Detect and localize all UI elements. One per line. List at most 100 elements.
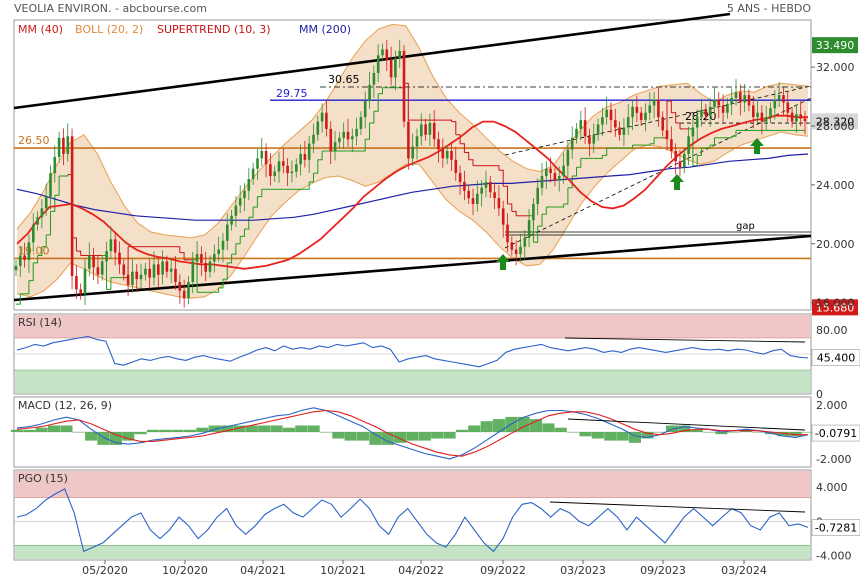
- candle-body: [96, 267, 100, 275]
- axes: 32.000 28.000 24.000 20.000 16.000 05/2020 10/…: [82, 61, 854, 577]
- candle-body: [678, 161, 682, 168]
- candle-body: [221, 240, 225, 250]
- supertrend-segment: [365, 123, 370, 140]
- candle-body: [122, 264, 126, 275]
- candle-body: [549, 168, 552, 174]
- macd-histogram-bar: [653, 432, 666, 433]
- macd-histogram-bar: [134, 432, 147, 435]
- candle-body: [342, 131, 345, 138]
- overbought-zone: [15, 315, 810, 338]
- macd-histogram-bar: [258, 425, 271, 432]
- candle-body: [372, 73, 376, 85]
- candle-body: [609, 109, 613, 121]
- x-tick-label: 04/2022: [398, 564, 444, 577]
- candle-body: [415, 136, 419, 147]
- candle-body: [683, 154, 686, 168]
- candle-body: [592, 134, 596, 144]
- panel-y-tick-label: 80.00: [816, 324, 848, 337]
- macd-histogram-bar: [122, 432, 135, 441]
- macd-histogram-bar: [567, 432, 580, 433]
- candle-body: [204, 262, 207, 272]
- candle-body: [756, 112, 759, 118]
- candle-body: [687, 136, 690, 154]
- macd-histogram-bar: [282, 427, 295, 432]
- candle-body: [432, 123, 436, 140]
- rsi-line: [16, 335, 809, 368]
- macd-histogram-bar: [554, 427, 567, 432]
- macd-histogram-bar: [801, 432, 814, 433]
- supertrend-segment: [507, 203, 513, 212]
- candle-body: [157, 264, 160, 275]
- candle-body: [376, 55, 380, 73]
- candle-body: [639, 112, 643, 121]
- supertrend-segment: [33, 255, 39, 264]
- candle-body: [333, 142, 337, 151]
- candle-body: [329, 128, 333, 151]
- candle-body: [187, 282, 190, 299]
- candle-body: [519, 246, 522, 255]
- candle-body: [19, 255, 22, 266]
- candle-body: [251, 168, 255, 179]
- panel-y-tick-label: 0: [816, 388, 823, 401]
- candle-body: [131, 271, 134, 285]
- candle-body: [536, 187, 539, 204]
- candle-body: [226, 224, 229, 241]
- candle-body: [700, 109, 703, 118]
- candle-body: [501, 208, 505, 225]
- candle-body: [113, 239, 117, 253]
- supertrend-segment: [404, 82, 409, 121]
- level-label-1: 29.75: [276, 87, 308, 100]
- macd-histogram-bar: [591, 432, 604, 439]
- candle-body: [269, 164, 272, 177]
- level-label-3: 30.65: [328, 73, 360, 86]
- candle-body: [506, 224, 509, 243]
- candle-body: [14, 265, 18, 271]
- candle-body: [618, 127, 621, 135]
- candle-body: [338, 137, 341, 143]
- supertrend-segment: [378, 87, 383, 95]
- macd-histogram-bar: [233, 425, 246, 432]
- candle-body: [428, 123, 432, 135]
- candle-body: [325, 112, 328, 129]
- candle-body: [566, 149, 570, 166]
- candle-body: [238, 198, 242, 206]
- candle-body: [695, 117, 699, 128]
- macd-histogram-bar: [492, 419, 505, 432]
- candle-body: [363, 101, 367, 118]
- supertrend-segment: [257, 189, 263, 198]
- supertrend-segment: [533, 226, 539, 243]
- candle-body: [135, 271, 138, 280]
- macd-histogram-bar: [542, 423, 555, 432]
- supertrend-segment: [628, 145, 633, 149]
- macd-histogram-bar: [10, 429, 23, 432]
- candle-body: [480, 187, 483, 194]
- supertrend-segment: [309, 173, 314, 183]
- supertrend-segment: [468, 159, 474, 166]
- macd-histogram-bar: [159, 429, 172, 432]
- candle-body: [769, 108, 772, 118]
- candle-body: [626, 117, 630, 128]
- candle-body: [510, 242, 514, 250]
- macd-histogram-bar: [196, 427, 209, 432]
- supertrend-segment: [675, 122, 681, 129]
- candle-body: [79, 289, 82, 294]
- macd-histogram-bar: [146, 429, 159, 432]
- supertrend-segment: [253, 196, 258, 208]
- macd-histogram-bar: [703, 432, 716, 433]
- supertrend-segment: [41, 234, 47, 248]
- macd-histogram-bar: [443, 432, 456, 439]
- buy-signal-arrow-icon: [750, 138, 764, 154]
- macd-histogram-bar: [418, 432, 431, 441]
- candle-body: [437, 139, 440, 150]
- candle-body: [523, 237, 527, 247]
- candle-body: [760, 112, 764, 122]
- macd-histogram-bar: [468, 425, 481, 432]
- candle-body: [743, 95, 746, 103]
- candle-body: [540, 176, 544, 188]
- candle-body: [657, 99, 660, 118]
- candle-body: [661, 117, 664, 131]
- candle-body: [40, 208, 44, 218]
- candle-body: [368, 84, 371, 101]
- chart-title: VEOLIA ENVIRON. - abcbourse.com: [14, 2, 207, 15]
